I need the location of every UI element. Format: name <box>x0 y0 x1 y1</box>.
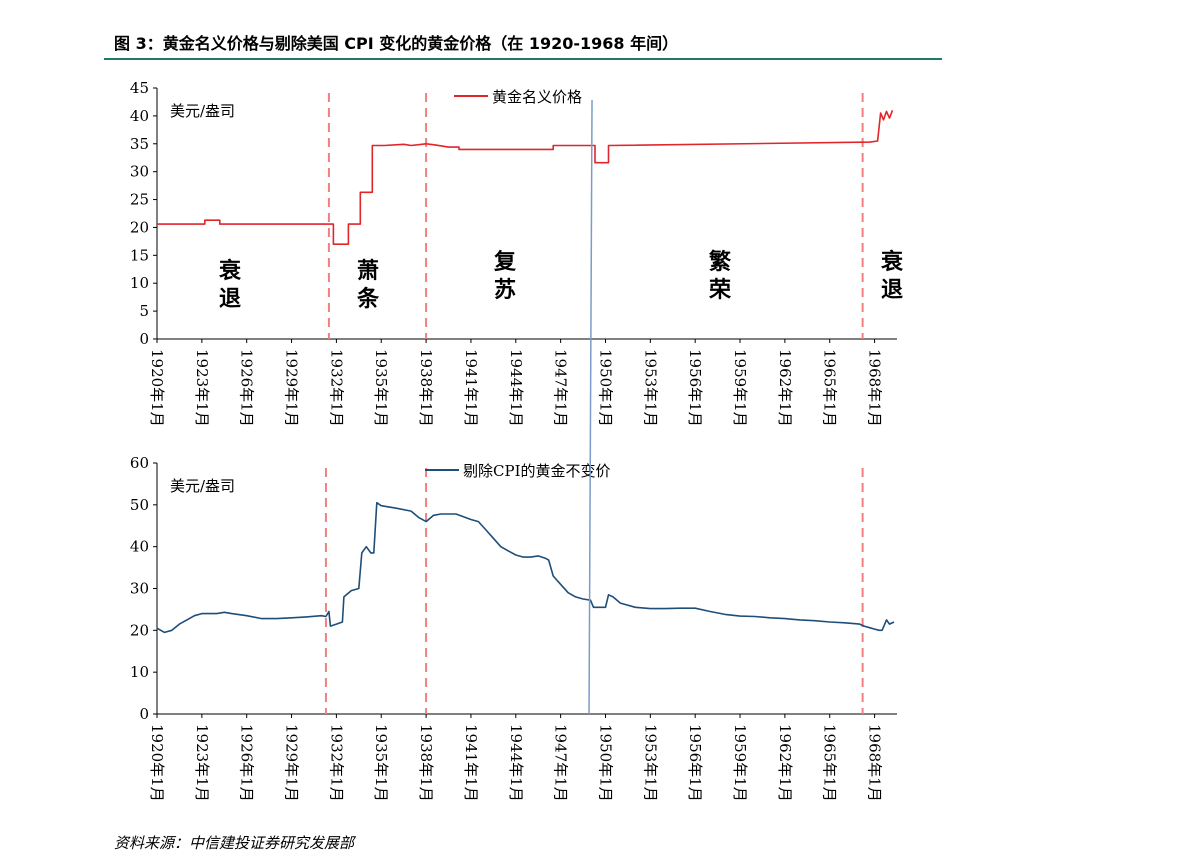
chart-panel-1: 0 5 10 15 20 25 30 35 40 45 1920年1月 1923年1月 1926年1月 1… <box>130 79 904 427</box>
y-tick-label: 50 <box>130 496 149 514</box>
x-tick-label: 1950年1月 <box>596 349 614 427</box>
x-tick-label: 1956年1月 <box>686 724 704 802</box>
x-tick-label: 1920年1月 <box>148 349 166 427</box>
y-axis-label: 美元/盎司 <box>170 102 235 120</box>
y-tick-label: 30 <box>130 580 149 598</box>
period-annotation: 退 <box>219 287 241 312</box>
figure-title: 图 3：黄金名义价格与剔除美国 CPI 变化的黄金价格（在 1920-1968 … <box>114 34 679 53</box>
x-tick-label: 1938年1月 <box>417 724 435 802</box>
period-annotation: 衰 <box>880 249 904 275</box>
x-tick-label: 1959年1月 <box>731 724 749 802</box>
x-tick-label: 1926年1月 <box>238 349 256 427</box>
period-annotation: 萧 <box>357 259 379 284</box>
x-tick-label: 1953年1月 <box>641 349 659 427</box>
x-tick-label: 1968年1月 <box>866 724 884 802</box>
x-tick-label: 1935年1月 <box>372 724 390 802</box>
chart-panel-2: 0 10 20 30 40 50 60 1920年1月 1923年1月 1926年1月 1929年1… <box>130 454 897 802</box>
x-tick-label: 1944年1月 <box>507 724 525 802</box>
source-note: 资料来源：中信建投证券研究发展部 <box>114 834 355 852</box>
x-tick-label: 1941年1月 <box>462 724 480 802</box>
period-annotation: 退 <box>881 278 903 303</box>
marker-line-1949 <box>588 99 593 715</box>
x-tick-label: 1968年1月 <box>866 349 884 427</box>
x-tick-label: 1956年1月 <box>686 349 704 427</box>
series-line-1 <box>156 501 895 634</box>
x-tick-label: 1947年1月 <box>552 349 570 427</box>
period-annotation: 繁 <box>709 249 732 275</box>
y-tick-label: 30 <box>130 163 149 181</box>
x-tick-label: 1932年1月 <box>327 724 345 802</box>
period-annotation: 复 <box>493 249 517 275</box>
x-tick-label: 1962年1月 <box>776 349 794 427</box>
y-tick-label: 20 <box>130 218 149 236</box>
x-tick-label: 1932年1月 <box>327 349 345 427</box>
x-tick-label: 1944年1月 <box>507 349 525 427</box>
x-tick-label: 1923年1月 <box>193 349 211 427</box>
legend-label: 黄金名义价格 <box>492 88 582 106</box>
x-tick-label: 1953年1月 <box>641 724 659 802</box>
y-tick-label: 35 <box>130 135 149 153</box>
x-tick-label: 1929年1月 <box>283 724 301 802</box>
x-tick-label: 1938年1月 <box>417 349 435 427</box>
x-tick-label: 1965年1月 <box>821 349 839 427</box>
x-tick-label: 1950年1月 <box>596 724 614 802</box>
y-axis-label: 美元/盎司 <box>170 477 235 495</box>
y-tick-label: 10 <box>130 274 149 292</box>
x-tick-label: 1929年1月 <box>283 349 301 427</box>
y-tick-label: 0 <box>139 705 149 723</box>
y-tick-label: 45 <box>130 79 149 97</box>
y-tick-label: 5 <box>139 302 149 320</box>
x-tick-label: 1941年1月 <box>462 349 480 427</box>
x-tick-label: 1959年1月 <box>731 349 749 427</box>
x-tick-label: 1965年1月 <box>821 724 839 802</box>
y-tick-label: 40 <box>130 107 149 125</box>
title-rule <box>104 58 942 60</box>
period-annotation: 衰 <box>218 258 242 284</box>
period-annotation: 条 <box>356 286 380 312</box>
x-tick-label: 1962年1月 <box>776 724 794 802</box>
x-tick-label: 1926年1月 <box>238 724 256 802</box>
period-annotation: 苏 <box>494 277 516 303</box>
y-tick-label: 0 <box>139 330 149 348</box>
series-line-1 <box>157 110 894 245</box>
x-tick-label: 1920年1月 <box>148 724 166 802</box>
y-tick-label: 10 <box>130 663 149 681</box>
y-tick-label: 15 <box>130 246 149 264</box>
period-annotation: 荣 <box>708 277 731 303</box>
y-tick-label: 25 <box>130 191 149 209</box>
x-tick-label: 1935年1月 <box>372 349 390 427</box>
y-tick-label: 40 <box>130 538 149 556</box>
y-tick-label: 60 <box>130 454 149 472</box>
y-tick-label: 20 <box>130 621 149 639</box>
legend-label: 剔除CPI的黄金不变价 <box>463 462 611 480</box>
x-tick-label: 1923年1月 <box>193 724 211 802</box>
x-tick-label: 1947年1月 <box>552 724 570 802</box>
